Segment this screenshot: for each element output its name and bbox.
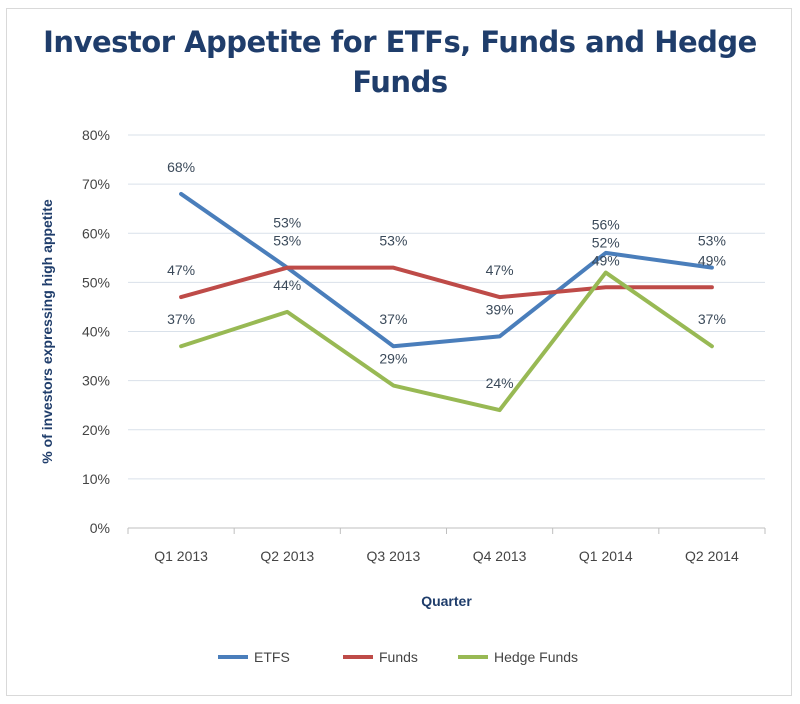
data-label: 39%	[486, 301, 514, 317]
x-axis-label: Quarter	[421, 593, 472, 609]
data-label: 37%	[167, 311, 195, 327]
x-tick-label: Q2 2013	[260, 548, 314, 564]
y-tick-label: 50%	[82, 274, 110, 290]
data-label: 56%	[592, 216, 620, 232]
chart-frame	[6, 8, 792, 696]
y-tick-label: 40%	[82, 324, 110, 340]
chart-title: Investor Appetite for ETFs, Funds and He…	[43, 25, 757, 99]
data-label: 47%	[486, 262, 514, 278]
y-tick-label: 20%	[82, 422, 110, 438]
x-tick-label: Q3 2013	[367, 548, 421, 564]
x-tick-label: Q2 2014	[685, 548, 739, 564]
data-label: 53%	[273, 215, 301, 231]
data-label: 49%	[592, 252, 620, 268]
x-tick-label: Q1 2013	[154, 548, 208, 564]
y-tick-label: 80%	[82, 127, 110, 143]
y-tick-label: 60%	[82, 225, 110, 241]
data-label: 68%	[167, 159, 195, 175]
data-label: 24%	[486, 375, 514, 391]
legend-label: Funds	[379, 649, 418, 665]
y-tick-label: 70%	[82, 176, 110, 192]
data-label: 29%	[379, 351, 407, 367]
series-line-hedge-funds	[179, 270, 714, 413]
x-tick-label: Q4 2013	[473, 548, 527, 564]
data-label: 44%	[273, 277, 301, 293]
y-tick-label: 30%	[82, 373, 110, 389]
y-tick-label: 0%	[90, 520, 110, 536]
y-axis-label: % of investors expressing high appetite	[39, 199, 55, 464]
series-line-etfs	[179, 191, 714, 349]
data-label: 37%	[698, 311, 726, 327]
legend-label: Hedge Funds	[494, 649, 578, 665]
data-label: 53%	[698, 233, 726, 249]
data-label: 49%	[698, 252, 726, 268]
series-line-funds	[179, 265, 714, 300]
x-tick-label: Q1 2014	[579, 548, 633, 564]
y-tick-label: 10%	[82, 471, 110, 487]
data-label: 53%	[379, 233, 407, 249]
data-label: 37%	[379, 311, 407, 327]
data-label: 47%	[167, 262, 195, 278]
data-label: 53%	[273, 233, 301, 249]
legend-label: ETFS	[254, 649, 290, 665]
data-label: 52%	[592, 234, 620, 250]
